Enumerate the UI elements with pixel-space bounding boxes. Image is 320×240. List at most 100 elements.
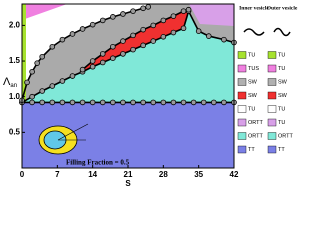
y-tick-label: 0.5	[9, 127, 21, 136]
marker	[120, 51, 126, 57]
marker	[180, 25, 187, 32]
marker	[130, 8, 136, 14]
marker	[69, 99, 76, 106]
marker	[160, 99, 167, 106]
region	[22, 102, 234, 168]
marker	[120, 99, 126, 106]
pink-region	[22, 4, 67, 20]
regions	[22, 4, 234, 168]
marker	[110, 43, 116, 50]
marker	[79, 66, 86, 73]
x-tick-label: 35	[194, 170, 203, 179]
marker	[59, 78, 66, 84]
marker	[69, 73, 76, 79]
boundary-line	[21, 6, 149, 101]
legend-outer-label: TT	[278, 147, 285, 153]
y-axis-label-main: Λ	[3, 76, 11, 88]
region	[82, 9, 189, 72]
legend-inner-label: ORTT	[248, 133, 264, 139]
marker	[69, 31, 76, 37]
legend-swatch	[237, 64, 247, 73]
marker	[59, 36, 66, 43]
marker	[130, 99, 136, 106]
marker	[99, 59, 106, 66]
lines	[19, 4, 237, 106]
marker	[29, 93, 35, 100]
marker	[140, 99, 146, 106]
marker	[205, 33, 212, 39]
legend-swatch	[237, 78, 247, 86]
legend-swatch	[267, 132, 277, 140]
marker	[49, 83, 56, 89]
legend-inner-label: TT	[248, 147, 255, 153]
marker	[145, 4, 151, 10]
marker	[150, 38, 157, 44]
marker	[99, 17, 106, 24]
legend-inner-label: TU	[248, 106, 255, 112]
y-axis-label-sub: an	[10, 83, 17, 89]
x-axis-label: S	[125, 179, 131, 188]
legend-inner-label: TU	[248, 52, 255, 58]
legend-outer-label: TU	[278, 52, 285, 58]
marker	[180, 8, 187, 14]
legend-swatch	[267, 105, 277, 113]
inset	[38, 123, 89, 155]
marker	[24, 79, 30, 86]
legend-inner-label: ORTT	[248, 120, 264, 126]
marker	[89, 58, 96, 64]
legend-outer-label: TU	[278, 106, 285, 112]
marker	[130, 46, 136, 53]
legend-swatch	[267, 91, 277, 100]
green-region	[22, 4, 26, 103]
legend-swatch	[267, 51, 277, 59]
legend-outer-label: TU	[278, 120, 285, 126]
region	[22, 11, 234, 103]
marker	[170, 29, 177, 36]
marker	[195, 28, 202, 34]
legend-swatch	[237, 51, 247, 59]
marker	[39, 53, 45, 60]
marker	[185, 6, 192, 13]
marker	[79, 26, 86, 32]
y-tick-label: 1.5	[9, 56, 21, 65]
legend-swatch	[237, 91, 247, 100]
arrow	[57, 123, 89, 141]
marker	[110, 14, 116, 20]
marker	[99, 51, 106, 57]
legend-swatch	[237, 145, 247, 154]
legend-swatch	[267, 78, 277, 86]
legend-inner-label: TUS	[248, 66, 259, 72]
marker	[49, 99, 56, 106]
legend-swatch	[237, 105, 247, 113]
legend-outer-label: SW	[278, 79, 288, 85]
marker	[29, 68, 35, 75]
marker	[140, 5, 146, 12]
y-tick-label: 1.0	[9, 92, 21, 101]
marker	[160, 17, 167, 24]
marker	[79, 99, 86, 106]
marker	[170, 99, 177, 106]
marker	[200, 99, 207, 106]
marker	[140, 42, 146, 49]
marker	[89, 21, 96, 28]
legend-swatch	[237, 132, 247, 140]
marker	[34, 60, 40, 66]
legend-swatch	[237, 118, 247, 127]
marker	[110, 55, 116, 61]
legend-swatch	[267, 64, 277, 73]
legend-inner-label: SW	[248, 79, 258, 85]
marker	[59, 99, 66, 106]
marker	[140, 26, 146, 33]
y-tick-label: 2.0	[9, 21, 21, 30]
legend-inner-title: Inner vesicle	[239, 5, 269, 11]
x-tick-label: 42	[230, 170, 239, 179]
legend-outer-label: TU	[278, 66, 285, 72]
marker	[130, 32, 136, 39]
marker	[221, 36, 227, 43]
region	[22, 4, 149, 101]
marker	[89, 63, 96, 70]
inner-icon	[243, 28, 265, 36]
x-tick-label: 7	[55, 170, 60, 179]
marker	[110, 99, 116, 106]
legend-outer-label: ORTT	[278, 133, 294, 139]
